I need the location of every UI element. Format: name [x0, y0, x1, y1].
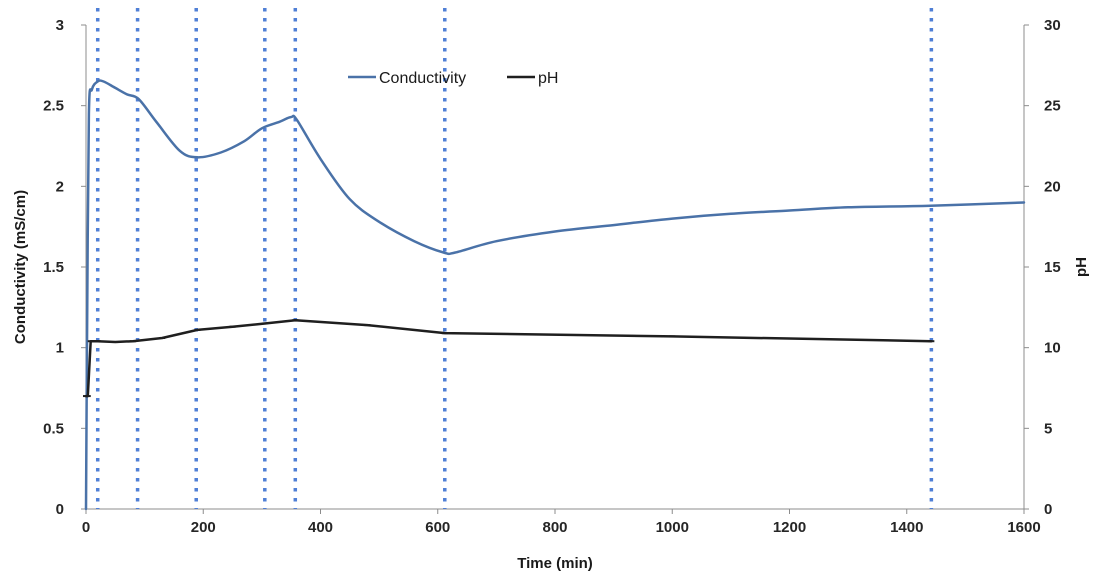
plot-area — [85, 25, 1025, 510]
left-y-axis-title: Conductivity (mS/cm) — [12, 190, 29, 344]
x-axis-ticks: 0 200 400 600 800 1000 1200 1400 1600 — [82, 509, 1041, 536]
y-tick-label: 2 — [56, 178, 64, 195]
vertical-markers — [95, 8, 934, 509]
y-tick-label: 1.5 — [43, 259, 64, 276]
y-tick-label: 3 — [56, 17, 64, 34]
series-lines — [83, 79, 1026, 511]
right-y-axis-title: pH — [1073, 257, 1090, 277]
y-tick-label: 2.5 — [43, 98, 64, 115]
series-line-ph — [84, 318, 933, 398]
right-y-axis-ticks: 0 5 10 15 20 25 30 — [1024, 17, 1061, 518]
y-tick-label: 1 — [56, 340, 64, 357]
y2-tick-label: 0 — [1044, 501, 1052, 518]
left-y-axis-ticks: 0 0.5 1 1.5 2 2.5 3 — [43, 17, 86, 518]
y2-tick-label: 20 — [1044, 178, 1061, 195]
x-tick-label: 200 — [191, 519, 216, 536]
y-tick-label: 0.5 — [43, 420, 64, 437]
y2-tick-label: 25 — [1044, 98, 1061, 115]
y2-tick-label: 15 — [1044, 259, 1061, 276]
x-tick-label: 0 — [82, 519, 90, 536]
x-tick-label: 1600 — [1007, 519, 1040, 536]
x-axis-title: Time (min) — [517, 555, 593, 572]
x-tick-label: 1000 — [656, 519, 689, 536]
legend-ph-label: pH — [538, 70, 558, 87]
x-tick-label: 1200 — [773, 519, 806, 536]
y-tick-label: 0 — [56, 501, 64, 518]
series-line-conductivity — [84, 79, 1026, 511]
x-tick-label: 1400 — [890, 519, 923, 536]
y2-tick-label: 10 — [1044, 340, 1061, 357]
y2-tick-label: 5 — [1044, 420, 1052, 437]
legend: Conductivity pH — [348, 70, 558, 87]
x-tick-label: 400 — [308, 519, 333, 536]
y2-tick-label: 30 — [1044, 17, 1061, 34]
legend-conductivity-label: Conductivity — [379, 70, 466, 87]
x-tick-label: 600 — [425, 519, 450, 536]
x-tick-label: 800 — [542, 519, 567, 536]
